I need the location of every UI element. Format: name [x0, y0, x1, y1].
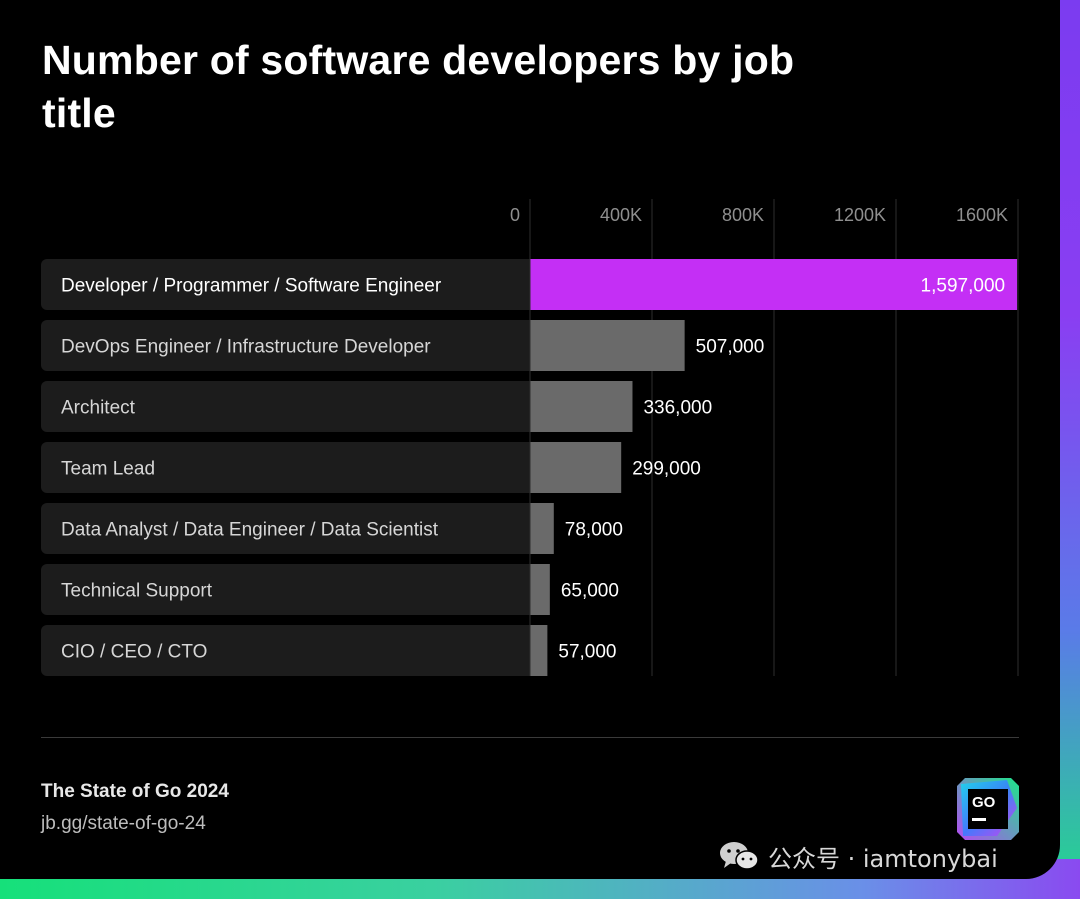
x-tick-label: 800K — [722, 205, 764, 225]
bar — [530, 625, 548, 676]
x-tick-label: 400K — [600, 205, 642, 225]
data-label: 78,000 — [565, 520, 623, 541]
category-label-bg — [41, 442, 536, 493]
watermark: 公众号 · iamtonybai — [718, 838, 998, 874]
category-label-bg — [41, 564, 536, 615]
category-label-bg — [41, 381, 536, 432]
data-label: 507,000 — [696, 337, 765, 358]
category-label-bg — [41, 625, 536, 676]
bar — [530, 503, 554, 554]
data-label: 57,000 — [558, 642, 616, 663]
bar — [530, 381, 633, 432]
wechat-icon — [720, 842, 759, 870]
goland-logo: GO — [957, 778, 1019, 840]
category-label: Data Analyst / Data Engineer / Data Scie… — [61, 520, 439, 541]
x-tick-label: 0 — [510, 205, 520, 225]
bar — [530, 259, 1018, 310]
bar — [530, 320, 685, 371]
source-title: The State of Go 2024 — [41, 781, 229, 802]
category-label-bg — [41, 503, 536, 554]
source-link[interactable]: jb.gg/state-of-go-24 — [41, 813, 206, 834]
data-label: 65,000 — [561, 581, 619, 602]
data-label: 1,597,000 — [921, 276, 1006, 297]
bar-chart: 0 400K 800K 1200K 1600K Developer / Programme… — [41, 199, 1019, 676]
category-label-bg — [41, 259, 536, 310]
data-label: 299,000 — [632, 459, 701, 480]
x-tick-label: 1200K — [834, 205, 886, 225]
chart-card: Number of software developers by job tit… — [0, 0, 1060, 879]
x-tick-label: 1600K — [956, 205, 1008, 225]
category-label: DevOps Engineer / Infrastructure Develop… — [61, 337, 431, 358]
category-label: Technical Support — [61, 581, 213, 602]
chart-title: Number of software developers by job tit… — [42, 37, 795, 136]
bar — [530, 442, 622, 493]
watermark-text: 公众号 · iamtonybai — [768, 844, 998, 873]
divider — [41, 737, 1019, 738]
category-label: Developer / Programmer / Software Engine… — [61, 276, 442, 297]
category-label: Team Lead — [61, 459, 155, 480]
data-label: 336,000 — [643, 398, 712, 419]
logo-text: GO — [972, 794, 996, 811]
category-label: CIO / CEO / CTO — [61, 642, 207, 663]
bar — [530, 564, 550, 615]
category-label-bg — [41, 320, 536, 371]
category-label: Architect — [61, 398, 136, 419]
